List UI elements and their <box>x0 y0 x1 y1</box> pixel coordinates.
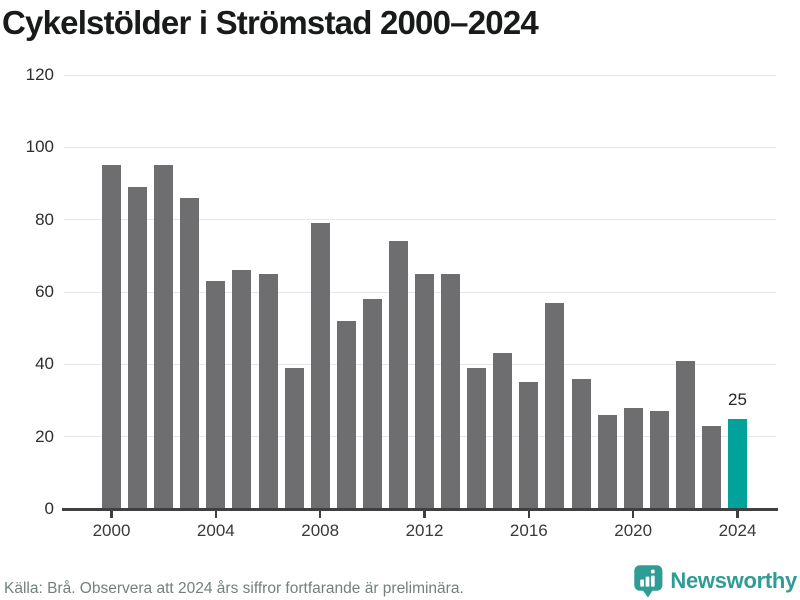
bar-2004 <box>206 281 226 509</box>
chart-title: Cykelstölder i Strömstad 2000–2024 <box>2 4 539 41</box>
bar-2023 <box>701 425 721 509</box>
gridline-y-100 <box>64 146 776 148</box>
bar-2008 <box>310 223 330 509</box>
x-axis-tick-label: 2024 <box>718 521 757 540</box>
bar-2003 <box>180 197 200 509</box>
bar-2017 <box>545 302 565 509</box>
bar-2016 <box>519 382 539 509</box>
y-axis-tick-label: 60 <box>35 282 54 301</box>
bar-2019 <box>597 414 617 509</box>
bar-2000 <box>102 165 121 509</box>
x-axis-tick-label: 2004 <box>196 521 235 540</box>
newsworthy-logo-text: Newsworthy <box>670 568 797 593</box>
x-axis-tick-2016 <box>527 510 530 518</box>
y-axis-tick-label: 20 <box>35 426 54 446</box>
bar-2007 <box>284 367 304 509</box>
x-axis-tick-label: 2000 <box>92 521 131 540</box>
x-axis-tick-label: 2012 <box>405 521 444 540</box>
x-axis-tick-2020 <box>632 510 635 518</box>
gridline-y-120 <box>64 74 776 76</box>
chart-footer: Källa: Brå. Observera att 2024 års siffr… <box>0 563 800 600</box>
bar-2005 <box>232 270 252 509</box>
x-axis-tick-2000 <box>110 510 113 518</box>
x-axis-tick-2008 <box>319 510 322 518</box>
x-axis-tick-label: 2020 <box>614 521 653 540</box>
source-note: Källa: Brå. Observera att 2024 års siffr… <box>4 580 464 597</box>
gridline-y-80 <box>64 219 776 221</box>
newsworthy-bubble-chart-icon <box>633 564 664 598</box>
bar-2020 <box>623 407 643 509</box>
bar-2013 <box>441 273 461 509</box>
x-axis-tick-2012 <box>423 510 426 518</box>
y-axis-tick-label: 0 <box>44 499 54 518</box>
bar-2014 <box>467 367 487 509</box>
bar-2022 <box>675 360 695 509</box>
bar-2009 <box>336 320 356 509</box>
newsworthy-logo[interactable]: Newsworthy <box>633 563 797 599</box>
bar-2024 <box>728 418 747 509</box>
highlight-value-label: 25 <box>728 389 747 409</box>
x-axis-tick-2024 <box>736 510 739 518</box>
bar-2001 <box>128 187 148 509</box>
bar-2002 <box>154 165 174 509</box>
bar-2015 <box>493 353 513 509</box>
bar-2018 <box>571 378 591 509</box>
y-axis-tick-label: 80 <box>35 209 54 229</box>
x-axis-line <box>62 507 778 511</box>
x-axis-tick-label: 2016 <box>509 521 548 540</box>
x-axis-tick-2004 <box>214 510 217 518</box>
y-axis-tick-label: 100 <box>25 137 54 157</box>
x-axis-tick-label: 2008 <box>301 521 340 540</box>
y-axis-tick-label: 120 <box>25 65 54 84</box>
bar-2006 <box>258 273 278 509</box>
bar-2012 <box>415 273 434 509</box>
bar-2010 <box>362 299 382 509</box>
bar-2021 <box>649 411 669 509</box>
bar-2011 <box>388 241 408 509</box>
y-axis-tick-label: 40 <box>35 354 54 374</box>
